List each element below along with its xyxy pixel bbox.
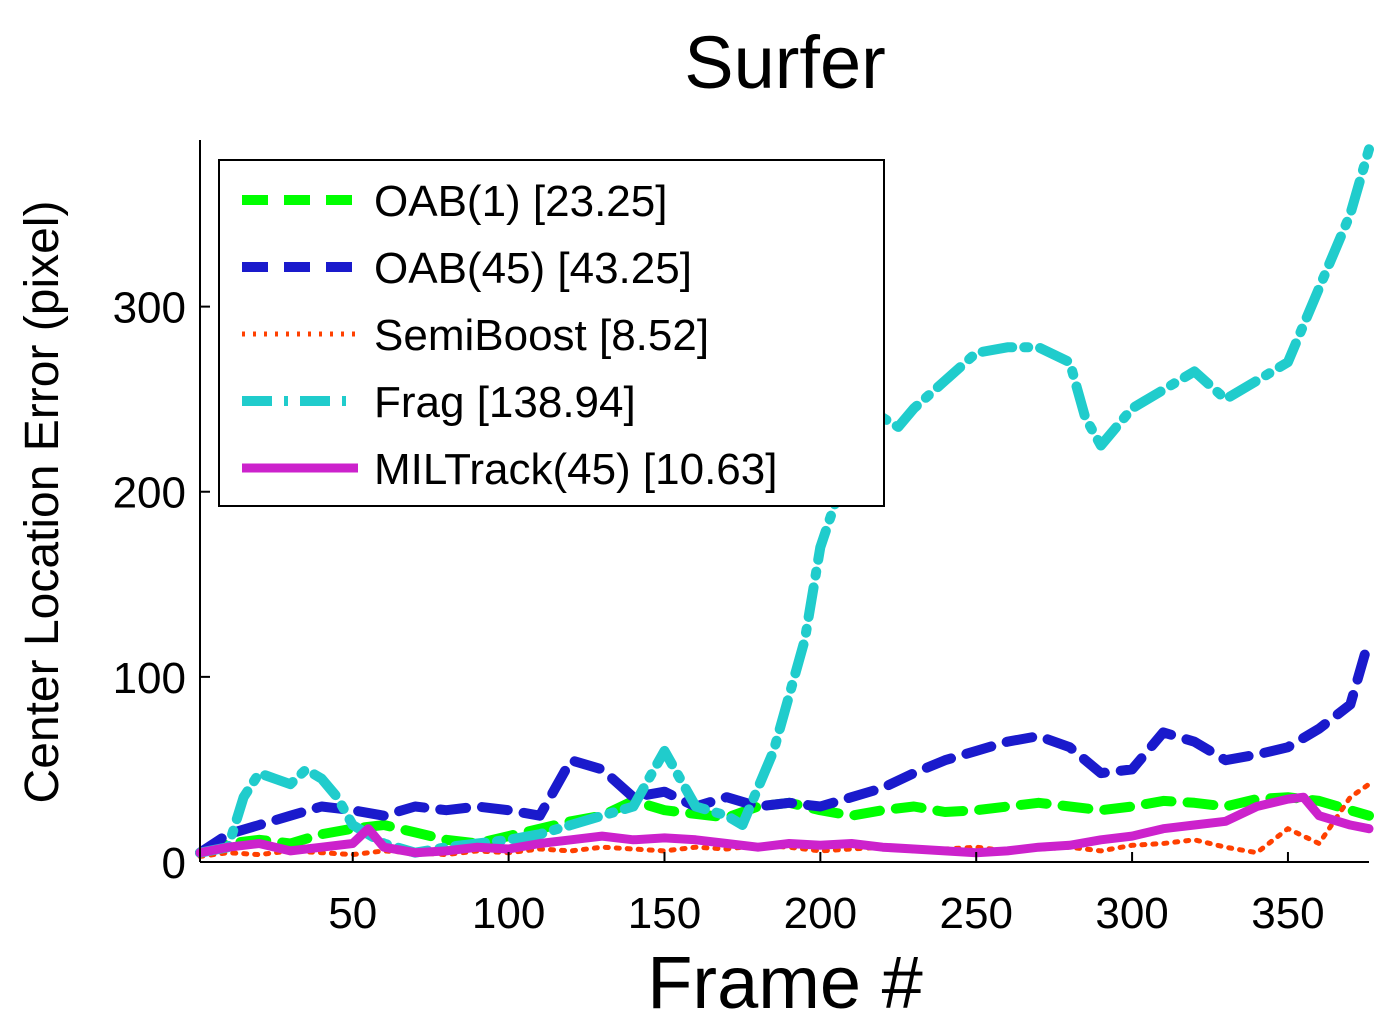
y-tick-label: 300	[113, 284, 186, 333]
y-ticks: 0 100 200 300	[113, 284, 210, 888]
legend-box	[218, 159, 885, 507]
y-tick-label: 0	[162, 839, 186, 888]
x-ticks: 50 100 150 200 250 300 350	[328, 852, 1325, 938]
x-tick-label: 350	[1251, 889, 1324, 938]
y-axis-label: Center Location Error (pixel)	[16, 201, 69, 804]
legend-label-1: OAB(1) [23.25]	[374, 177, 667, 226]
x-axis-label: Frame #	[647, 941, 923, 1024]
series-line-2	[195, 634, 1374, 858]
x-tick-label: 50	[328, 889, 377, 938]
legend-label-4: Frag [138.94]	[374, 378, 636, 427]
legend: OAB(1) [23.25] OAB(45) [43.25] SemiBoost […	[218, 159, 885, 507]
series-layer	[195, 144, 1374, 859]
legend-items: OAB(1) [23.25] OAB(45) [43.25] SemiBoost […	[242, 177, 777, 494]
chart-title: Surfer	[684, 21, 886, 104]
legend-label-2: OAB(45) [43.25]	[374, 244, 692, 293]
plot-area: 50 100 150 200 250 300 350 0 100 200 300	[113, 140, 1374, 938]
x-tick-label: 200	[784, 889, 857, 938]
x-tick-label: 300	[1095, 889, 1168, 938]
legend-label-5: MILTrack(45) [10.63]	[374, 445, 777, 494]
y-tick-label: 200	[113, 469, 186, 518]
series-line-5	[195, 792, 1374, 858]
legend-label-3: SemiBoost [8.52]	[374, 311, 709, 360]
y-tick-label: 100	[113, 654, 186, 703]
x-tick-label: 100	[472, 889, 545, 938]
x-tick-label: 250	[940, 889, 1013, 938]
x-tick-label: 150	[628, 889, 701, 938]
series-line-4	[195, 144, 1374, 858]
